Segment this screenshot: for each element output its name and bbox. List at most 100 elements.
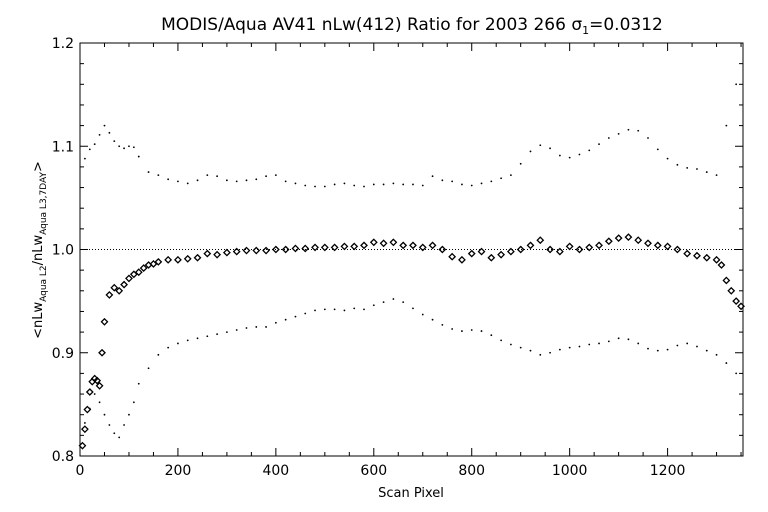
y-tick-label: 1.2 [52, 36, 74, 52]
lower-point [412, 307, 414, 310]
lower-point [607, 340, 610, 343]
y-axis-label: <nLwAqua L2/nLwAqua L3,7DAY> [31, 161, 49, 339]
lower-point [255, 326, 258, 328]
mean-point [487, 253, 496, 262]
lower-point [441, 323, 444, 326]
mean-point [115, 286, 124, 295]
lower-point [451, 328, 454, 330]
upper-point [686, 167, 689, 169]
upper-point [157, 174, 160, 177]
lower-point [333, 308, 336, 311]
mean-point [95, 381, 104, 390]
upper-point [323, 185, 326, 188]
mean-point [673, 245, 682, 254]
upper-point [98, 133, 101, 136]
mean-point [546, 245, 554, 254]
upper-point [392, 182, 395, 185]
lower-point [323, 308, 326, 311]
upper-point [715, 174, 718, 177]
upper-point [206, 174, 209, 177]
upper-point [627, 128, 630, 131]
mean-point [634, 236, 643, 245]
mean-point [477, 247, 486, 256]
lower-point [123, 424, 125, 426]
lower-point [696, 345, 698, 348]
lower-point [206, 335, 209, 338]
upper-point [451, 180, 454, 183]
mean-point [712, 255, 721, 264]
upper-point [353, 184, 356, 187]
lower-point [588, 343, 591, 346]
upper-point [255, 178, 258, 181]
mean-point [409, 241, 417, 250]
upper-point [177, 180, 179, 183]
upper-point [304, 184, 307, 187]
mean-point [624, 233, 633, 242]
lower-point [353, 307, 356, 310]
mean-point [399, 241, 408, 250]
upper-point [137, 155, 140, 158]
mean-point [262, 246, 270, 255]
upper-point [412, 183, 414, 186]
mean-point [644, 239, 652, 248]
mean-point [575, 245, 584, 254]
lower-point [103, 413, 106, 416]
mean-point [438, 245, 447, 254]
upper-point [147, 171, 150, 173]
y-axis-ticks: 0.8 0.9 1.0 1.1 1.2 [52, 36, 743, 465]
x-tick-label: 1200 [650, 463, 686, 479]
lower-point [666, 348, 669, 351]
x-tick-label: 1000 [552, 463, 588, 479]
mean-point [125, 274, 133, 283]
mean-point [555, 247, 564, 256]
mean-point [340, 242, 349, 251]
mean-point [291, 244, 300, 253]
upper-point [441, 179, 444, 182]
upper-point [103, 124, 106, 127]
mean-point [683, 249, 692, 258]
lower-point [431, 318, 434, 321]
lower-point [225, 331, 228, 333]
mean-point [458, 255, 466, 264]
mean-point [252, 246, 261, 255]
lower-point [549, 351, 551, 354]
mean-point [350, 242, 359, 251]
lower-point [519, 346, 522, 349]
mean-point [717, 261, 726, 269]
lower-point [274, 321, 277, 324]
mean-point [614, 234, 623, 243]
upper-point [617, 132, 620, 135]
mean-point [80, 425, 89, 434]
lower-point [128, 413, 130, 416]
upper-point [431, 175, 434, 178]
x-tick-label: 0 [76, 463, 85, 479]
upper-point [647, 137, 649, 139]
mean-point [604, 237, 613, 246]
mean-point [242, 246, 251, 255]
mean-point [139, 264, 148, 273]
lower-point [118, 436, 121, 439]
lower-point [510, 343, 512, 346]
mean-point [727, 286, 736, 295]
mean-point [585, 243, 594, 252]
upper-point [461, 183, 463, 186]
x-axis-ticks: 0 200 400 600 800 1000 1200 [76, 43, 742, 479]
lower-point [382, 301, 385, 304]
lower-point [480, 330, 483, 332]
mean-point [100, 317, 109, 326]
upper-point [666, 157, 669, 160]
mean-point [281, 245, 290, 254]
x-tick-label: 800 [458, 463, 485, 479]
upper-point [245, 179, 248, 182]
upper-point [235, 180, 238, 183]
mean-point [154, 257, 163, 266]
lower-point [177, 342, 179, 345]
upper-point [83, 157, 86, 160]
upper-point [519, 162, 522, 165]
lower-point [93, 393, 96, 395]
lower-point [167, 346, 170, 349]
upper-point [696, 168, 698, 170]
upper-point [402, 183, 405, 186]
lower-point [539, 353, 542, 356]
lower-point [500, 339, 503, 342]
